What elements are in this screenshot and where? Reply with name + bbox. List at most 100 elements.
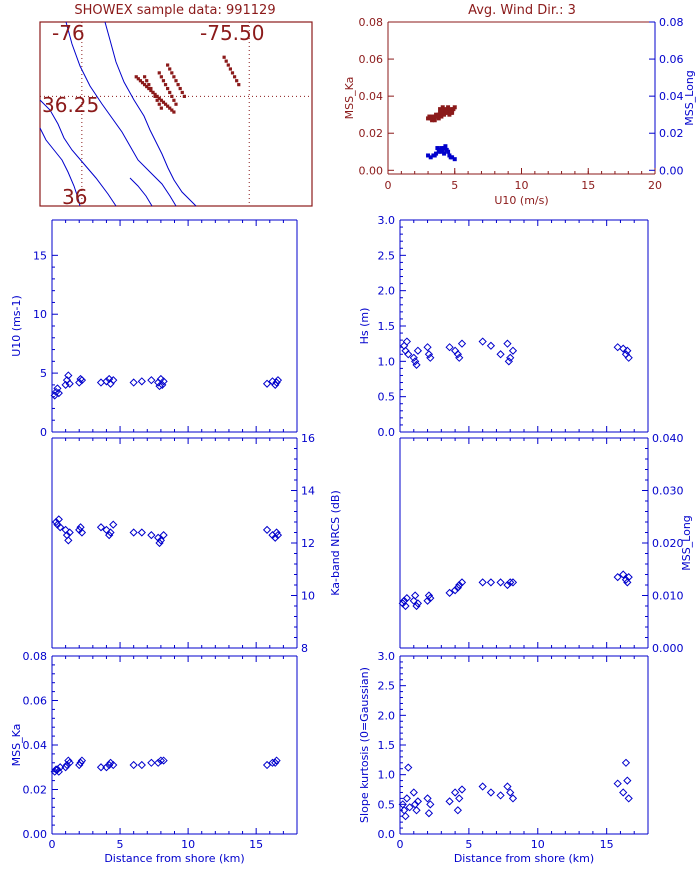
mss-long-point xyxy=(446,149,451,154)
wind-y-tick-label-right: 0.04 xyxy=(659,90,684,103)
data-point xyxy=(76,374,85,384)
map-track-point xyxy=(180,90,184,95)
data-point xyxy=(504,357,513,366)
data-point xyxy=(129,760,138,770)
data-point xyxy=(64,371,73,380)
data-point xyxy=(262,525,272,534)
data-point xyxy=(51,517,61,527)
data-point xyxy=(503,339,512,348)
y-tick-label: 0 xyxy=(40,426,47,439)
data-point xyxy=(453,583,462,592)
data-point xyxy=(424,350,434,359)
map-track-point xyxy=(172,98,176,102)
data-point xyxy=(445,588,454,597)
x-tick-label: 0 xyxy=(49,838,56,851)
y-axis-label: Hs (m) xyxy=(358,308,371,345)
y-tick-label: 0.04 xyxy=(23,739,48,752)
data-point xyxy=(64,756,73,765)
y-tick-label: 1.0 xyxy=(378,355,396,368)
data-point xyxy=(147,758,156,767)
data-point xyxy=(54,515,63,524)
data-point xyxy=(619,788,628,797)
data-point xyxy=(424,809,434,818)
mss-ka-point xyxy=(440,105,445,110)
data-point xyxy=(404,350,413,359)
data-point xyxy=(453,806,462,815)
y-tick-label: 5 xyxy=(40,367,47,380)
data-point xyxy=(154,758,163,767)
x-tick-label: 5 xyxy=(465,838,472,851)
map-track-point xyxy=(155,98,159,102)
data-point xyxy=(455,794,464,803)
map-panel: SHOWEX sample data: 991129 -76 -75.50 36.2… xyxy=(39,3,313,209)
data-point xyxy=(105,531,114,540)
data-point xyxy=(147,531,156,540)
y-axis-label-right: MSS_Long xyxy=(680,515,693,571)
y-tick-label: 10 xyxy=(301,590,315,603)
wind-y-tick-label-left: 0.06 xyxy=(359,53,384,66)
data-point xyxy=(413,346,423,355)
data-point xyxy=(613,573,622,582)
left-stacked-plots: 0 5 10 15 U10 (ms-1) 8 10 12 14 16 Ka-band NRCS (d… xyxy=(10,219,342,865)
map-track-point xyxy=(145,84,149,89)
y-tick-label: 0.00 xyxy=(23,828,48,841)
map-track-point xyxy=(159,98,163,102)
data-point xyxy=(486,788,496,797)
data-point xyxy=(159,377,168,386)
mss-ka-point xyxy=(432,118,437,123)
map-track-point xyxy=(147,83,151,87)
map-coastline-segment xyxy=(39,99,117,207)
map-track-point xyxy=(178,86,182,91)
y-tick-label: 0.020 xyxy=(652,537,684,550)
map-track-point xyxy=(172,75,176,79)
data-point xyxy=(457,339,467,348)
data-point xyxy=(65,528,74,537)
data-point xyxy=(155,538,164,548)
data-point xyxy=(156,536,165,545)
data-point xyxy=(102,763,111,772)
data-point xyxy=(508,578,518,587)
y-tick-label: 12 xyxy=(301,537,315,550)
map-track-point xyxy=(226,63,230,67)
x-tick-label: 10 xyxy=(181,838,195,851)
data-point xyxy=(496,578,505,587)
panel-u10: 0 5 10 15 U10 (ms-1) xyxy=(10,219,298,439)
map-coastline-segment xyxy=(104,21,197,207)
data-point xyxy=(262,379,272,388)
y-tick-label: 2.0 xyxy=(378,709,396,722)
wind-x-tick-label: 15 xyxy=(581,179,595,192)
data-point xyxy=(401,601,410,611)
data-point xyxy=(65,379,74,388)
map-track-point xyxy=(170,71,174,75)
data-point xyxy=(77,528,87,537)
map-coastline-segment xyxy=(39,127,81,207)
data-point xyxy=(486,341,496,350)
data-point xyxy=(105,374,114,384)
data-point xyxy=(109,376,118,385)
data-point xyxy=(613,779,622,788)
map-track-point xyxy=(147,86,151,91)
wind-y-tick-label-right: 0.00 xyxy=(659,164,684,177)
data-point xyxy=(102,525,111,534)
mss-long-point xyxy=(442,151,447,156)
data-point xyxy=(405,803,414,812)
mss-ka-point xyxy=(448,110,453,115)
data-point xyxy=(508,794,518,803)
data-point xyxy=(486,578,496,587)
data-point xyxy=(56,523,65,532)
panel-kurt: 0 5 10 15 Distance from shore (km) 0.0 0.5 1.0 1… xyxy=(358,650,649,865)
data-point xyxy=(77,756,87,765)
data-point xyxy=(273,376,283,385)
data-point xyxy=(53,384,62,393)
map-track-point xyxy=(224,59,228,63)
data-point xyxy=(129,528,138,537)
data-point xyxy=(61,763,70,772)
data-point xyxy=(137,377,146,386)
data-point xyxy=(503,782,512,791)
panel-nrcs: 8 10 12 14 16 Ka-band NRCS (dB) xyxy=(51,432,342,655)
x-tick-label: 15 xyxy=(600,838,614,851)
map-track-point xyxy=(143,83,147,87)
map-track-point xyxy=(168,106,172,110)
data-point xyxy=(53,765,62,774)
